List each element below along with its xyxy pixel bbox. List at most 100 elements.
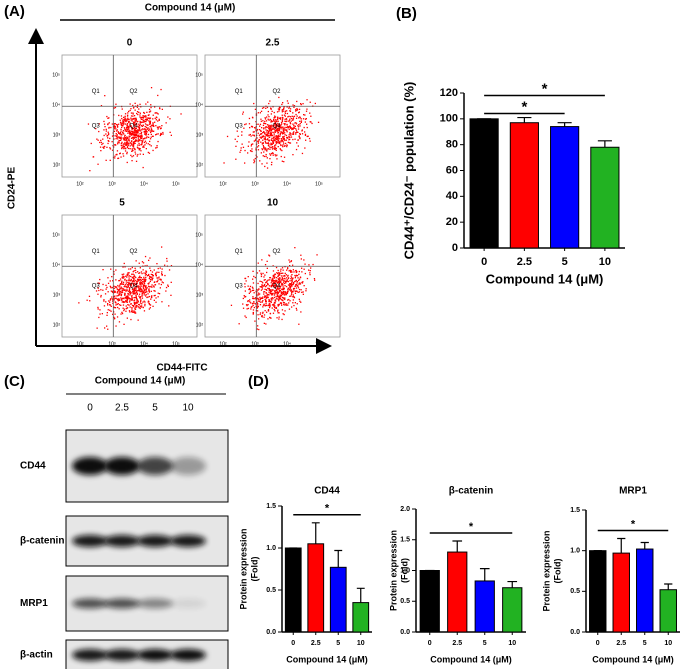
event-dot: [132, 115, 134, 117]
event-dot: [127, 120, 129, 123]
event-dot: [280, 280, 282, 282]
event-dot: [250, 143, 253, 146]
event-dot: [249, 133, 251, 136]
event-dot: [250, 150, 252, 152]
event-dot: [134, 293, 136, 295]
y-tick-label: 80: [446, 139, 458, 151]
event-dot: [139, 290, 141, 292]
event-dot: [142, 116, 144, 119]
event-dot: [263, 122, 265, 124]
event-dot: [257, 282, 259, 285]
event-dot: [139, 133, 141, 135]
event-dot: [293, 282, 295, 285]
event-dot: [257, 140, 259, 142]
event-dot: [100, 296, 102, 298]
event-dot: [266, 289, 268, 291]
event-dot: [262, 297, 264, 299]
event-dot: [132, 121, 135, 123]
event-dot: [284, 115, 286, 117]
event-dot: [270, 133, 272, 135]
blot-band: [170, 535, 206, 547]
event-dot: [118, 132, 120, 134]
event-dot: [129, 109, 131, 112]
event-dot: [258, 288, 260, 290]
event-dot: [133, 144, 135, 146]
event-dot: [287, 277, 290, 279]
event-dot: [299, 120, 301, 122]
event-dot: [275, 298, 278, 300]
event-dot: [128, 280, 130, 282]
event-dot: [145, 134, 148, 136]
event-dot: [269, 305, 271, 307]
x-tick-label: 2.5: [616, 640, 626, 647]
event-dot: [277, 136, 279, 138]
event-dot: [278, 277, 281, 279]
lane-label: 10: [182, 403, 194, 414]
event-dot: [290, 275, 292, 277]
event-dot: [130, 115, 133, 117]
event-dot: [277, 269, 279, 272]
event-dot: [252, 303, 254, 305]
event-dot: [285, 303, 287, 305]
event-dot: [124, 139, 126, 141]
event-dot: [242, 297, 244, 300]
event-dot: [111, 296, 113, 298]
event-dot: [252, 270, 254, 272]
event-dot: [141, 297, 144, 299]
event-dot: [262, 311, 264, 313]
event-dot: [126, 143, 128, 145]
event-dot: [141, 144, 143, 146]
event-dot: [144, 301, 146, 303]
event-dot: [289, 265, 291, 267]
event-dot: [134, 102, 136, 104]
event-dot: [127, 127, 129, 129]
y-tick-label: 0.0: [266, 629, 276, 636]
event-dot: [276, 128, 279, 130]
event-dot: [276, 317, 278, 319]
event-dot: [257, 300, 259, 302]
event-dot: [278, 142, 281, 144]
event-dot: [278, 316, 280, 318]
event-dot: [125, 129, 127, 131]
event-dot: [90, 142, 92, 145]
bar: [329, 566, 347, 633]
error-bar: [507, 580, 518, 588]
event-dot: [129, 125, 131, 127]
event-dot: [154, 106, 156, 108]
event-dot: [279, 148, 281, 150]
event-dot: [272, 140, 274, 142]
event-dot: [268, 287, 270, 290]
event-dot: [135, 291, 138, 294]
event-dot: [139, 302, 142, 304]
event-dot: [284, 293, 286, 295]
event-dot: [107, 131, 109, 133]
event-dot: [169, 118, 171, 120]
flow-y-tick: 10²: [196, 162, 204, 168]
event-dot: [123, 119, 125, 121]
error-bar: [664, 583, 673, 590]
event-dot: [135, 302, 137, 304]
event-dot: [270, 301, 272, 303]
event-dot: [252, 287, 254, 289]
event-dot: [275, 128, 277, 130]
lane-label: 0: [87, 403, 93, 414]
event-dot: [282, 132, 285, 134]
event-dot: [116, 134, 118, 136]
event-dot: [131, 120, 133, 122]
event-dot: [267, 296, 269, 299]
event-dot: [294, 292, 297, 294]
event-dot: [109, 148, 112, 150]
event-dot: [291, 128, 293, 131]
event-dot: [281, 109, 284, 111]
event-dot: [109, 301, 111, 303]
event-dot: [241, 143, 243, 145]
event-dot: [148, 290, 150, 292]
event-dot: [116, 303, 118, 305]
event-dot: [151, 125, 154, 127]
event-dot: [274, 291, 276, 293]
event-dot: [137, 147, 139, 149]
y-axis-label: (Fold): [399, 558, 409, 583]
flow-xlabel: CD44-FITC: [156, 363, 207, 374]
event-dot: [270, 284, 272, 287]
event-dot: [131, 160, 133, 162]
